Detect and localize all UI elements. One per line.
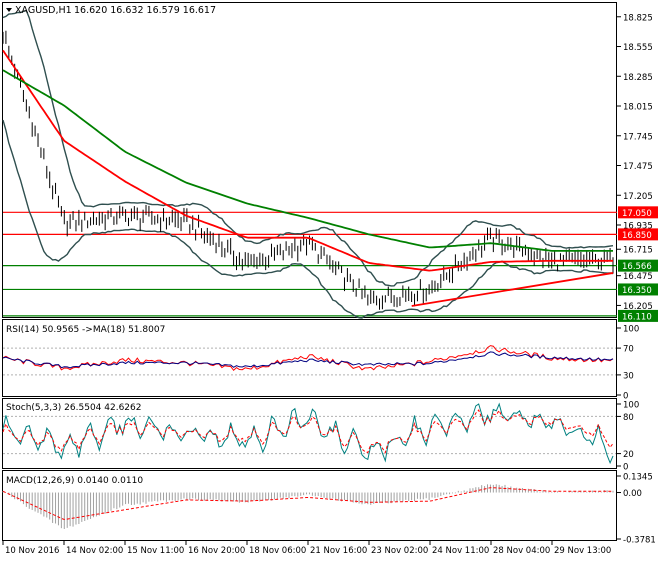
main-axis-tick-label: 18.825 [623, 13, 653, 23]
price-level-label: 16.350 [622, 286, 652, 296]
rsi-panel-frame [2, 319, 617, 397]
rsi-axis-tick-label: 30 [623, 371, 634, 381]
main-axis-tick-label: 18.555 [623, 43, 653, 53]
price-level-label: 17.050 [622, 209, 652, 219]
x-axis-tick-label: 10 Nov 2016 [5, 546, 59, 556]
main-axis-tick-label: 16.205 [623, 302, 653, 312]
x-axis-tick-label: 23 Nov 02:00 [371, 546, 428, 556]
main-axis-tick-label: 18.015 [623, 103, 653, 113]
price-level-tag [618, 259, 658, 272]
main-axis-tick-label: 17.475 [623, 162, 653, 172]
x-axis-tick-label: 29 Nov 13:00 [554, 546, 611, 556]
main-axis-tick-label: 16.935 [623, 222, 653, 232]
lower-band-line [2, 119, 614, 319]
macd-label: MACD(12,26,9) 0.0140 0.0110 [6, 476, 143, 486]
main-axis-tick-label: 17.205 [623, 192, 653, 202]
main-axis-tick-label: 18.285 [623, 73, 653, 83]
macd-axis-tick-label: -0.3781 [623, 536, 656, 546]
support-trendline [411, 272, 614, 307]
triangle-down-icon [6, 8, 12, 12]
rsi-main-line [2, 345, 614, 372]
stoch-label: Stoch(5,3,3) 26.5504 42.6262 [6, 403, 141, 413]
stoch-axis-tick-label: 20 [623, 450, 634, 460]
stoch-signal-line [2, 409, 614, 454]
stoch-axis-tick-label: 0 [623, 463, 628, 473]
price-level-tag [618, 309, 658, 322]
rsi-layer [2, 345, 616, 376]
macd-signal-line [2, 487, 613, 521]
x-axis-tick-label: 18 Nov 06:00 [249, 546, 306, 556]
rsi-axis-tick-label: 100 [623, 325, 639, 335]
fast-ma-line [2, 49, 613, 272]
x-axis-tick-label: 28 Nov 04:00 [493, 546, 550, 556]
rsi-label: RSI(14) 50.9565 ->MA(18) 51.8007 [6, 325, 165, 335]
price-level-tag [618, 206, 658, 219]
rsi-axis-tick-label: 0 [623, 392, 628, 402]
macd-axis-tick-label: 0.1345 [623, 473, 653, 483]
price-level-label: 16.850 [622, 231, 652, 241]
price-level-label: 16.110 [622, 312, 652, 322]
main-axis-tick-label: 17.745 [623, 132, 653, 142]
main-axis-tick-label: 16.475 [623, 272, 653, 282]
main-axis-tick-label: 16.715 [623, 246, 653, 256]
price-level-label: 16.566 [622, 262, 652, 272]
stoch-layer [2, 402, 616, 465]
rsi-axis-tick-label: 70 [623, 345, 634, 355]
x-axis-tick-label: 21 Nov 16:00 [310, 546, 367, 556]
macd-layer [2, 484, 614, 529]
price-level-tag [618, 283, 658, 296]
main-header: XAGUSD,H1 16.620 16.632 16.579 16.617 [6, 5, 216, 16]
x-axis-tick-label: 15 Nov 11:00 [127, 546, 184, 556]
stoch-axis-tick-label: 100 [623, 401, 639, 411]
stoch-panel-frame [2, 398, 617, 469]
macd-panel-frame [2, 470, 617, 541]
symbol-label: XAGUSD,H1 [15, 5, 72, 16]
ohlc-label: 16.620 16.632 16.579 16.617 [74, 5, 216, 16]
upper-band-line [2, 9, 614, 287]
x-axis-tick-label: 24 Nov 11:00 [432, 546, 489, 556]
slow-ma-line [2, 69, 613, 252]
x-axis-tick-label: 14 Nov 02:00 [66, 546, 123, 556]
main-panel-frame [2, 2, 617, 318]
axis-layer: 18.825 18.555 18.285 18.015 17.745 17.475 17.2… [2, 13, 658, 556]
x-axis-tick-label: 16 Nov 20:00 [188, 546, 245, 556]
rsi-signal-line [2, 351, 614, 369]
macd-axis-tick-label: 0.00 [623, 489, 642, 499]
price-level-tag [618, 228, 658, 241]
main-price-layer [2, 9, 617, 319]
stoch-axis-tick-label: 80 [623, 413, 634, 423]
